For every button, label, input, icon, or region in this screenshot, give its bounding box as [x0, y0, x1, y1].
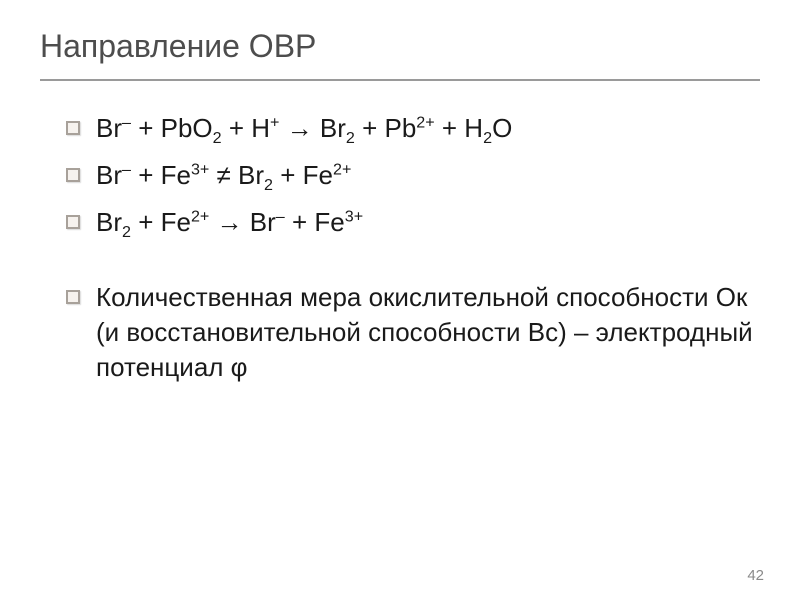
bullet-list: Br– + PbO2 + H+ → Br2 + Pb2+ + H2O Br– +… — [40, 111, 760, 385]
page-number: 42 — [747, 567, 764, 584]
list-item: Br– + Fe3+ ≠ Br2 + Fe2+ — [66, 158, 760, 197]
list-item: Br2 + Fe2+ → Br– + Fe3+ — [66, 205, 760, 244]
bullet-icon — [66, 168, 80, 182]
list-item-text: Br– + PbO2 + H+ → Br2 + Pb2+ + H2O — [96, 111, 512, 150]
list-item: Количественная мера окислительной способ… — [66, 280, 760, 385]
list-item-text: Количественная мера окислительной способ… — [96, 280, 760, 385]
bullet-icon — [66, 121, 80, 135]
bullet-icon — [66, 215, 80, 229]
list-gap — [66, 252, 760, 280]
slide: Направление ОВР Br– + PbO2 + H+ → Br2 + … — [0, 0, 800, 600]
list-item-text: Br2 + Fe2+ → Br– + Fe3+ — [96, 205, 363, 244]
bullet-icon — [66, 290, 80, 304]
slide-title: Направление ОВР — [40, 28, 760, 79]
title-divider — [40, 79, 760, 81]
list-item: Br– + PbO2 + H+ → Br2 + Pb2+ + H2O — [66, 111, 760, 150]
list-item-text: Br– + Fe3+ ≠ Br2 + Fe2+ — [96, 158, 351, 197]
